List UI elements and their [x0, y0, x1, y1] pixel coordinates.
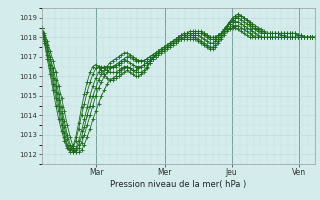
X-axis label: Pression niveau de la mer( hPa ): Pression niveau de la mer( hPa ) — [110, 180, 246, 189]
